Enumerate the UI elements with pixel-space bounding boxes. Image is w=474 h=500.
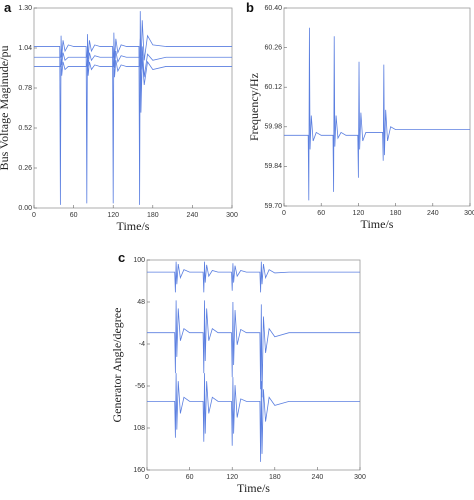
y-tick-label: -56 [135,383,145,390]
plot-frame [33,7,233,209]
x-tick-label: 240 [187,212,199,219]
x-tick-label: 180 [147,212,159,219]
x-tick-label: 120 [107,212,119,219]
plot-frame [146,259,361,471]
y-axis-label: Generator Angle/degree [110,308,124,423]
x-tick-label: 300 [354,474,366,481]
x-tick-label: 300 [464,210,474,217]
y-tick-label: -4 [139,341,145,348]
line-series [34,11,232,205]
y-tick-label: 160 [133,467,145,474]
x-axis-label: Time/s [361,217,394,231]
y-tick-label: 1.04 [18,45,32,52]
x-tick-label: 0 [32,212,36,219]
y-axis-label: Bus Voltage Maginude/pu [0,46,11,171]
line-series [34,51,232,113]
y-tick-label: 59.70 [264,203,282,210]
x-tick-label: 120 [226,474,238,481]
x-tick-label: 300 [226,212,238,219]
line-series [147,300,360,398]
x-tick-label: 60 [70,212,78,219]
y-tick-label: 48 [137,299,145,306]
panel-label: a [4,0,12,15]
y-tick-label: 59.98 [264,124,282,131]
y-tick-label: 60.26 [264,44,282,51]
x-axis-label: Time/s [237,481,270,495]
x-axis-label: Time/s [117,219,150,233]
y-tick-label: 0.00 [18,205,32,212]
x-tick-label: 240 [312,474,324,481]
y-tick-label: 59.84 [264,163,282,170]
panel-label: c [118,250,125,265]
y-tick-label: 1.30 [18,5,32,12]
y-tick-label: 108 [133,425,145,432]
line-series [147,261,360,293]
y-tick-label: 60.40 [264,5,282,12]
y-axis-label: Frequency/Hz [247,73,261,141]
x-tick-label: 0 [145,474,149,481]
x-tick-label: 0 [282,210,286,217]
y-tick-label: 100 [133,257,145,264]
x-tick-label: 120 [353,210,365,217]
line-series [284,27,470,201]
x-tick-label: 180 [390,210,402,217]
y-tick-label: 0.52 [18,125,32,132]
x-tick-label: 240 [427,210,439,217]
y-tick-label: 60.12 [264,84,282,91]
plot-frame [283,7,471,207]
panel-label: b [246,0,254,15]
x-tick-label: 60 [317,210,325,217]
y-tick-label: 0.26 [18,165,32,172]
y-tick-label: 0.78 [18,85,32,92]
line-series [147,373,360,462]
x-tick-label: 60 [186,474,194,481]
x-tick-label: 180 [269,474,281,481]
